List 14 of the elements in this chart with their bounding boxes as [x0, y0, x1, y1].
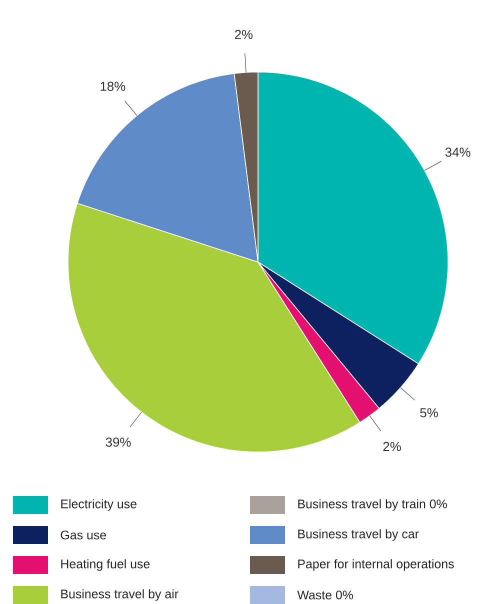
data-label: 34%	[445, 148, 470, 157]
legend-label: Gas use	[60, 530, 106, 540]
legend-label: Heating fuel use	[61, 559, 150, 571]
data-label: 2%	[234, 30, 253, 40]
legend-label: Paper for internal operations	[298, 559, 454, 571]
legend-label: Waste 0%	[297, 590, 354, 600]
data-label: 18%	[100, 82, 126, 91]
legend-label: Electricity use	[61, 499, 136, 511]
legend-label: Business travel by train 0%	[298, 499, 447, 511]
legend-label: Business travel by car	[298, 529, 419, 541]
data-label: 2%	[383, 442, 401, 452]
legend-label: Business travel by air	[61, 589, 178, 601]
data-label: 5%	[420, 408, 438, 418]
data-label: 39%	[106, 438, 131, 447]
